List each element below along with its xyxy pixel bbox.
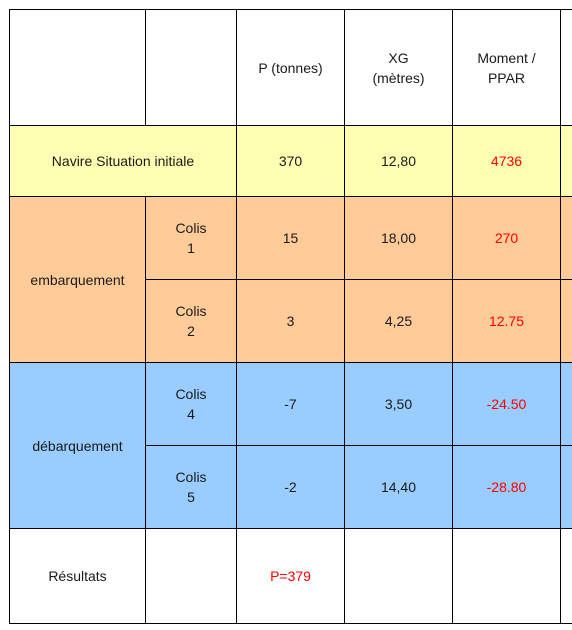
debarquement-p-value-1: -7 [284, 396, 297, 412]
embarquement-moment-value-2: 12.75 [488, 313, 525, 329]
embarquement-p-value-2: 3 [286, 313, 295, 329]
debarquement-colis-number-2: 5 [187, 489, 195, 505]
initial-p-cell: 370 [236, 125, 345, 197]
debarquement-colis-number-1: 4 [187, 406, 195, 422]
debarquement-xg-value-1: 3,50 [384, 396, 413, 412]
embarquement-moment-cell-2: 12.75 [452, 279, 561, 363]
initial-xg-value: 12,80 [380, 153, 417, 169]
initial-xg-cell: 12,80 [344, 125, 453, 197]
embarquement-xg-cell-1: 18,00 [344, 196, 453, 280]
header-p-label: P (tonnes) [258, 59, 323, 76]
embarquement-xg-value-1: 18,00 [380, 230, 417, 246]
embarquement-moment-cell-1: 270 [452, 196, 561, 280]
debarquement-p-cell-1: -7 [236, 362, 345, 446]
initial-row: Navire Situation initiale 370 12,80 4736 [9, 125, 572, 197]
header-empty-cell-1 [9, 9, 146, 126]
debarquement-xg-value-2: 14,40 [380, 479, 417, 495]
results-p-value: P=379 [270, 568, 311, 584]
header-moment-cell: Moment / PPAR [452, 9, 561, 126]
embarquement-extra-cell-2 [560, 279, 572, 363]
results-extra-cell [560, 528, 572, 624]
embarquement-colis-number-1: 1 [187, 240, 195, 256]
header-p-cell: P (tonnes) [236, 9, 345, 126]
header-xg-cell: XG (mètres) [344, 9, 453, 126]
debarquement-row-1: débarquement Colis 4 -7 3,50 -24.50 [9, 362, 572, 529]
embarquement-extra-cell-1 [560, 196, 572, 280]
debarquement-colis-cell-2: Colis 5 [145, 445, 237, 529]
embarquement-moment-value-1: 270 [494, 230, 519, 246]
initial-extra-cell [560, 125, 572, 197]
header-moment-unit: PPAR [487, 69, 526, 86]
initial-moment-cell: 4736 [452, 125, 561, 197]
debarquement-xg-cell-2: 14,40 [344, 445, 453, 529]
debarquement-colis-label-2: Colis [175, 469, 207, 485]
debarquement-p-cell-2: -2 [236, 445, 345, 529]
embarquement-colis-label-2: Colis [175, 303, 207, 319]
header-xg-label: XG [388, 49, 409, 66]
embarquement-colis-label-1: Colis [175, 220, 207, 236]
initial-moment-value: 4736 [490, 153, 523, 169]
header-moment-label: Moment / [477, 49, 536, 66]
debarquement-label-cell: débarquement [9, 362, 146, 529]
debarquement-p-value-2: -2 [284, 479, 297, 495]
results-xg-cell [344, 528, 453, 624]
embarquement-p-cell-1: 15 [236, 196, 345, 280]
results-row: Résultats P=379 [9, 528, 572, 624]
embarquement-p-value-1: 15 [282, 230, 299, 246]
embarquement-label-cell: embarquement [9, 196, 146, 363]
embarquement-row-2: Colis 2 3 4,25 12.75 [10, 279, 572, 363]
debarquement-colis-label-1: Colis [175, 386, 207, 402]
embarquement-colis-number-2: 2 [187, 323, 195, 339]
embarquement-colis-cell-1: Colis 1 [145, 196, 237, 280]
embarquement-p-cell-2: 3 [236, 279, 345, 363]
debarquement-moment-value-2: -28.80 [486, 479, 527, 495]
debarquement-xg-cell-1: 3,50 [344, 362, 453, 446]
embarquement-row-1: embarquement Colis 1 15 18,00 270 [9, 196, 572, 363]
header-extra-cell [560, 9, 572, 126]
header-row: P (tonnes) XG (mètres) Moment / PPAR [9, 9, 572, 126]
header-empty-cell-2 [145, 9, 237, 126]
results-label: Résultats [48, 568, 107, 584]
debarquement-extra-cell-1 [560, 362, 572, 446]
debarquement-moment-cell-1: -24.50 [452, 362, 561, 446]
embarquement-label: embarquement [30, 271, 125, 288]
initial-label-cell: Navire Situation initiale [9, 125, 237, 197]
results-empty-cell-1 [145, 528, 237, 624]
debarquement-moment-value-1: -24.50 [486, 396, 527, 412]
embarquement-xg-value-2: 4,25 [384, 313, 413, 329]
debarquement-moment-cell-2: -28.80 [452, 445, 561, 529]
results-p-cell: P=379 [236, 528, 345, 624]
loading-calculation-table: P (tonnes) XG (mètres) Moment / PPAR Nav… [9, 9, 572, 624]
embarquement-colis-cell-2: Colis 2 [145, 279, 237, 363]
initial-label: Navire Situation initiale [51, 153, 195, 169]
embarquement-xg-cell-2: 4,25 [344, 279, 453, 363]
results-label-cell: Résultats [9, 528, 146, 624]
initial-p-value: 370 [278, 153, 303, 169]
header-xg-unit: (mètres) [372, 69, 425, 86]
debarquement-colis-cell-1: Colis 4 [145, 362, 237, 446]
results-moment-cell [452, 528, 561, 624]
debarquement-label: débarquement [32, 437, 123, 454]
debarquement-extra-cell-2 [560, 445, 572, 529]
